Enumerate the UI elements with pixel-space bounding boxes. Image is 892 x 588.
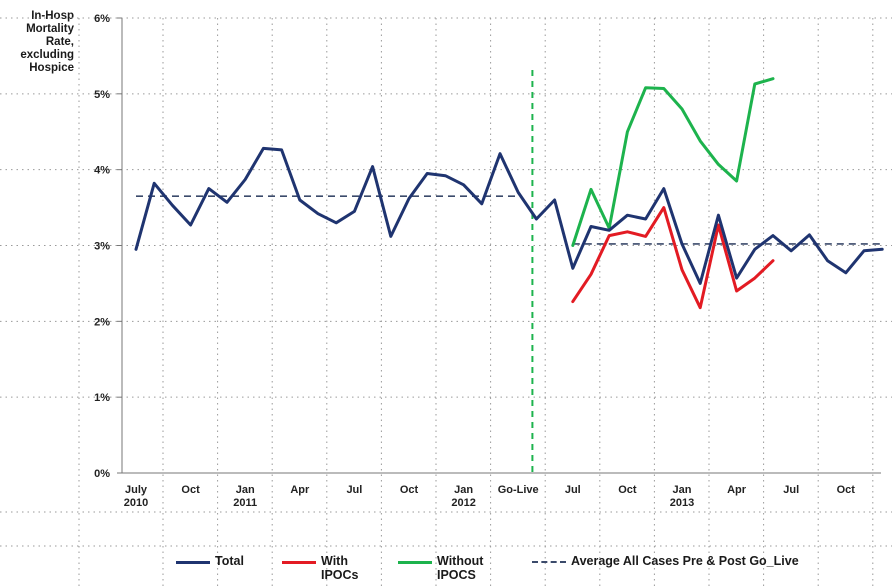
x-tick-label: Oct (618, 484, 637, 496)
x-tick-label: July (125, 484, 148, 496)
x-tick-label: Jul (783, 484, 799, 496)
x-tick-label: Go-Live (498, 484, 539, 496)
series-line-with-ipocs (571, 206, 775, 310)
series-line-total (134, 146, 884, 285)
y-tick-label: 3% (94, 241, 110, 253)
x-tick-label: Oct (837, 484, 856, 496)
y-tick-label: 5% (94, 89, 110, 101)
x-tick-label: 2011 (233, 497, 257, 509)
y-axis-label: In-Hosp Mortality Rate, excluding Hospic… (2, 10, 74, 75)
x-tick-label: 2010 (124, 497, 148, 509)
y-tick-label: 1% (94, 392, 110, 404)
y-tick-label: 2% (94, 316, 110, 328)
y-axis-label-line: Hospice (29, 62, 74, 74)
x-tick-label: Jan (454, 484, 473, 496)
x-tick-label: Oct (181, 484, 200, 496)
y-tick-label: 0% (94, 468, 110, 480)
x-tick-label: Jan (236, 484, 255, 496)
y-tick-label: 4% (94, 165, 110, 177)
x-tick-label: Jul (565, 484, 581, 496)
x-tick-label: Apr (290, 484, 310, 496)
y-tick-label: 6% (94, 13, 110, 25)
y-axis-label-line: Rate, (45, 36, 74, 48)
x-tick-label: Jan (673, 484, 692, 496)
x-tick-label: Oct (400, 484, 419, 496)
x-tick-label: 2012 (451, 497, 475, 509)
y-axis-label-line: excluding (20, 49, 74, 61)
x-tick-label: Apr (727, 484, 747, 496)
x-tick-label: Jul (346, 484, 362, 496)
series-line-without-ipocs (571, 77, 775, 247)
y-axis-label-line: In-Hosp (31, 10, 74, 22)
y-axis-label-line: Mortality (26, 23, 74, 35)
x-tick-label: 2013 (670, 497, 694, 509)
